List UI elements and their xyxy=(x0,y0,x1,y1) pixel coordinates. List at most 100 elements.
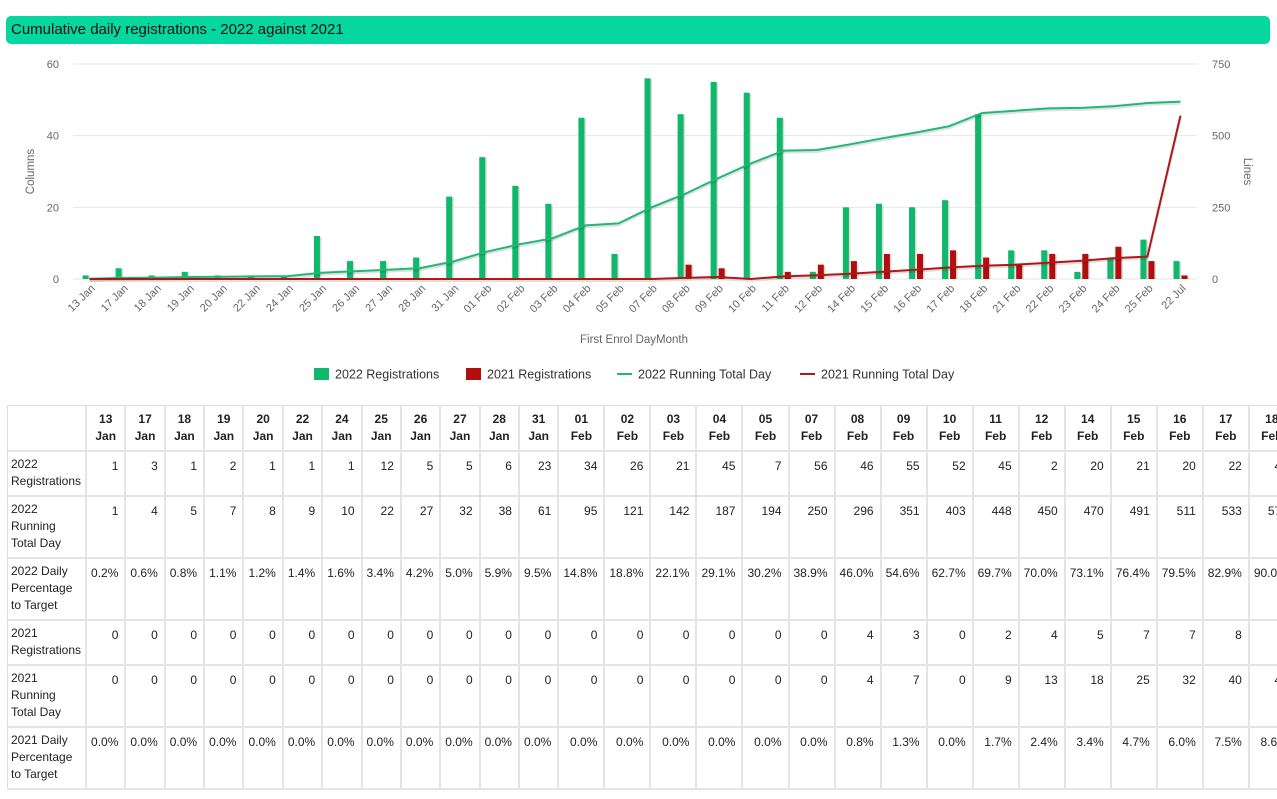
table-cell: 1.6% xyxy=(321,557,363,621)
table-cell: 70.0% xyxy=(1018,557,1066,621)
table-cell: 0 xyxy=(321,664,363,728)
legend-swatch xyxy=(314,368,329,380)
table-cell: 90.0% xyxy=(1248,557,1277,621)
table-cell: 1 xyxy=(85,450,127,497)
bar-2022 xyxy=(479,157,486,279)
x-tick-label: 02 Feb xyxy=(495,283,528,316)
header-month: Feb xyxy=(1031,429,1053,443)
table-cell: 29.1% xyxy=(695,557,744,621)
x-tick-label: 12 Feb xyxy=(792,283,825,316)
legend-item-label: 2022 Registrations xyxy=(335,368,439,382)
row-label: 2022 Daily Percentage to Target xyxy=(7,557,88,621)
table-cell: 4 xyxy=(834,619,882,666)
table-cell: 0 xyxy=(787,664,836,728)
table-header-cell: 15 Feb xyxy=(1110,405,1158,452)
header-month: Jan xyxy=(449,429,471,443)
bar-2022 xyxy=(1041,250,1048,279)
data-table: 13 Jan 17 Jan 18 Jan 19 Jan 20 Jan 22 Jan 24 Jan 25 Jan… xyxy=(7,405,1277,790)
header-day: 14 xyxy=(1081,412,1095,426)
bar-2022 xyxy=(1074,271,1081,279)
bar-2022 xyxy=(545,203,552,279)
y2-tick-label: 750 xyxy=(1212,59,1230,71)
table-cell: 0 xyxy=(518,664,560,728)
table-cell: 1.7% xyxy=(972,726,1020,790)
header-month: Feb xyxy=(1169,429,1191,443)
table-cell: 0.0% xyxy=(439,726,481,790)
header-month: Feb xyxy=(984,429,1007,443)
table-cell: 0 xyxy=(479,619,520,666)
table-cell: 7 xyxy=(741,450,790,497)
table-row: 2022 Running Total Day 1 4 5 7 8 9 10 22 27 32 38 61… xyxy=(7,495,1277,559)
header-month: Feb xyxy=(938,429,961,443)
x-tick-label: 25 Feb xyxy=(1123,283,1156,316)
table-cell: 0 xyxy=(926,664,974,728)
header-day: 18 xyxy=(1265,412,1277,426)
header-day: 02 xyxy=(620,412,635,426)
x-tick-label: 07 Feb xyxy=(627,283,660,316)
table-cell: 61 xyxy=(518,495,560,559)
table-header-cell: 07 Feb xyxy=(787,405,836,452)
table-cell: 8.6% xyxy=(1248,726,1277,790)
table-cell: 0 xyxy=(741,664,790,728)
data-table-container[interactable]: 13 Jan 17 Jan 18 Jan 19 Jan 20 Jan 22 Jan 24 Jan 25 Jan… xyxy=(7,405,1277,799)
header-month: Jan xyxy=(134,429,156,443)
table-header-cell: 10 Feb xyxy=(926,405,974,452)
table-cell: 54.6% xyxy=(880,557,928,621)
table-cell: 5 xyxy=(439,450,481,497)
table-cell: 0 xyxy=(242,619,284,666)
table-cell: 9 xyxy=(972,664,1020,728)
table-cell: 46 xyxy=(1248,450,1277,497)
table-header-cell: 18 Jan xyxy=(164,405,206,452)
table-cell: 0 xyxy=(649,619,698,666)
table-cell: 32 xyxy=(439,495,481,559)
x-tick-label: 18 Jan xyxy=(132,283,164,315)
table-cell: 7 xyxy=(1110,619,1158,666)
table-cell: 250 xyxy=(787,495,836,559)
table-cell: 0 xyxy=(164,619,206,666)
table-header-cell: 31 Jan xyxy=(518,405,560,452)
table-cell: 3 xyxy=(880,619,928,666)
legend-item-label: 2021 Running Total Day xyxy=(821,368,955,382)
x-tick-label: 05 Feb xyxy=(594,283,627,316)
table-cell: 0 xyxy=(164,664,206,728)
table-cell: 0 xyxy=(518,619,560,666)
table-cell: 0 xyxy=(695,619,744,666)
y-tick-label: 40 xyxy=(47,131,59,143)
table-header-cell: 16 Feb xyxy=(1156,405,1204,452)
header-month: Feb xyxy=(1261,429,1277,443)
table-cell: 3 xyxy=(124,450,166,497)
bar-2022 xyxy=(347,261,353,279)
bar-2022 xyxy=(1107,257,1114,279)
header-month: Jan xyxy=(370,429,392,443)
table-cell: 0 xyxy=(124,619,166,666)
x-tick-label: 01 Feb xyxy=(462,283,495,316)
bar-2021 xyxy=(950,250,957,279)
header-month: Jan xyxy=(174,429,195,443)
table-cell: 0 xyxy=(85,664,127,728)
table-cell: 1.3% xyxy=(880,726,928,790)
bar-2022 xyxy=(181,271,188,279)
y2-tick-label: 0 xyxy=(1212,274,1218,286)
bar-2022 xyxy=(578,117,585,279)
table-cell: 0 xyxy=(479,664,520,728)
x-tick-label: 22 Jul xyxy=(1159,283,1188,312)
header-day: 13 xyxy=(99,412,113,426)
table-cell: 0.0% xyxy=(479,726,520,790)
table-cell: 76.4% xyxy=(1110,557,1158,621)
table-cell: 5.9% xyxy=(479,557,520,621)
table-cell: 22 xyxy=(1202,450,1250,497)
table-cell: 0 xyxy=(282,619,324,666)
header-month: Jan xyxy=(95,429,117,443)
table-cell: 5 xyxy=(1064,619,1112,666)
line-2021-running-total xyxy=(89,115,1182,280)
bar-2021 xyxy=(685,264,692,279)
table-cell: 5 xyxy=(164,495,206,559)
header-month: Feb xyxy=(892,429,915,443)
header-day: 03 xyxy=(666,412,681,426)
legend-item-label: 2021 Registrations xyxy=(487,368,591,382)
header-month: Feb xyxy=(800,429,823,443)
table-cell: 470 xyxy=(1064,495,1112,559)
header-month: Feb xyxy=(1123,429,1145,443)
header-day: 05 xyxy=(758,412,773,426)
table-cell: 0 xyxy=(361,664,402,728)
